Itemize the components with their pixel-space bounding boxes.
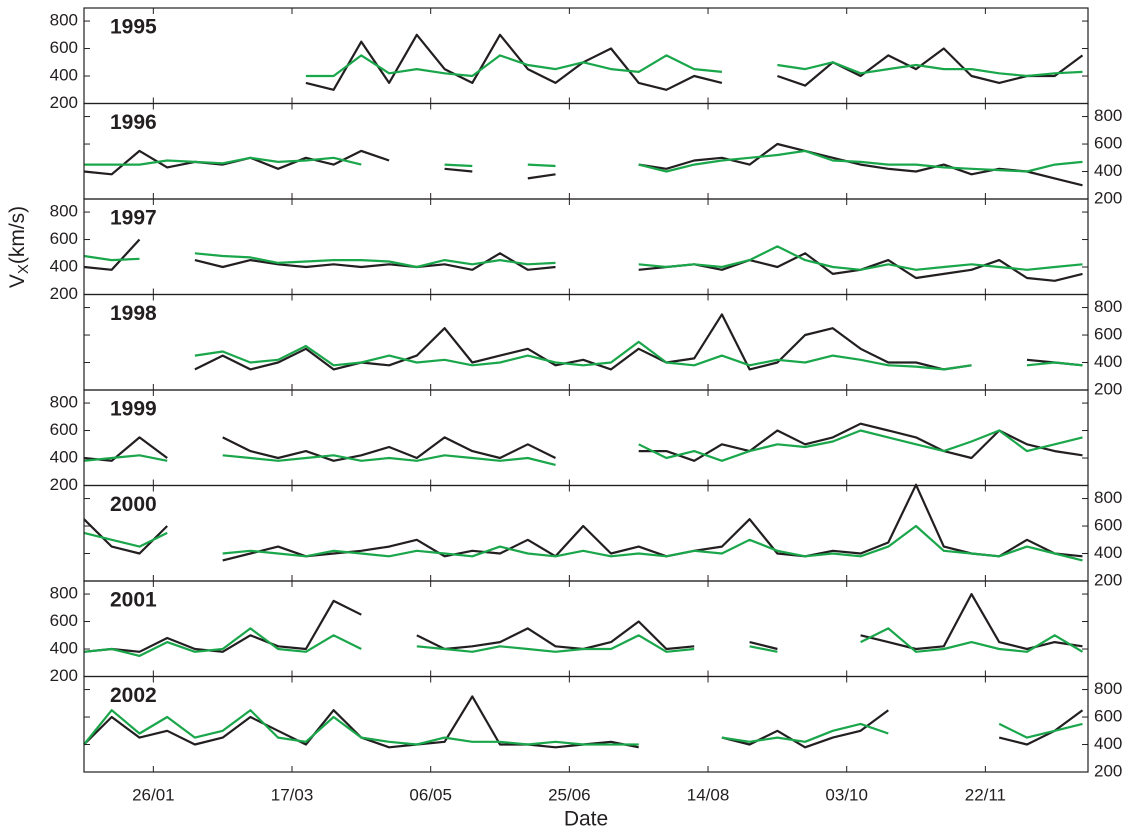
y-tick-label: 800 — [1094, 488, 1122, 507]
y-tick-label: 200 — [50, 475, 78, 494]
panel-title: 1998 — [110, 302, 157, 325]
data-line — [194, 340, 1083, 371]
data-line — [83, 709, 1083, 746]
x-tick-label: 26/01 — [132, 785, 175, 804]
data-line — [83, 593, 1083, 653]
data-line — [84, 149, 1083, 173]
y-tick-label: 800 — [50, 393, 78, 412]
y-tick-label: 600 — [1094, 516, 1122, 535]
y-tick-label: 400 — [1094, 734, 1122, 753]
y-tick-label: 800 — [50, 11, 78, 30]
x-tick-label: 22/11 — [965, 785, 1006, 804]
panel-title: 1996 — [110, 111, 157, 134]
y-axis-label-unit: (km/s) — [6, 206, 29, 264]
data-line — [83, 245, 1083, 271]
panel-title: 2001 — [110, 589, 157, 612]
y-tick-label: 800 — [1094, 106, 1122, 125]
y-tick-label: 400 — [50, 257, 78, 276]
y-tick-label: 800 — [1094, 679, 1122, 698]
y-tick-label: 200 — [1094, 379, 1122, 398]
y-axis-label-main: V — [6, 274, 29, 288]
y-tick-label: 600 — [50, 611, 78, 630]
y-tick-label: 600 — [50, 38, 78, 57]
panel-title: 2000 — [110, 493, 157, 516]
y-tick-label: 400 — [1094, 352, 1122, 371]
y-axis-label: VX(km/s) — [6, 206, 32, 288]
y-tick-label: 400 — [50, 66, 78, 85]
panel-title: 2002 — [110, 684, 157, 707]
panel-frame — [83, 293, 1089, 391]
y-tick-label: 600 — [50, 420, 78, 439]
y-tick-label: 400 — [1094, 161, 1122, 180]
x-tick-label: 03/10 — [825, 785, 868, 804]
y-tick-label: 800 — [50, 202, 78, 221]
data-line — [305, 33, 1084, 91]
x-tick-label: 06/05 — [409, 785, 452, 804]
y-tick-label: 200 — [1094, 761, 1122, 780]
panel-frame — [83, 580, 1089, 678]
y-axis-label-sub: X — [15, 264, 32, 274]
y-tick-label: 600 — [1094, 707, 1122, 726]
y-tick-label: 400 — [1094, 543, 1122, 562]
data-line — [305, 54, 1083, 78]
x-tick-label: 17/03 — [271, 785, 314, 804]
panel-frame — [83, 102, 1089, 200]
y-tick-label: 600 — [1094, 325, 1122, 344]
data-line — [83, 627, 1084, 657]
data-line — [83, 429, 1083, 466]
panel-frame — [83, 198, 1089, 296]
data-line — [83, 422, 1083, 462]
y-tick-label: 200 — [50, 666, 78, 685]
panel-title: 1999 — [110, 398, 157, 421]
y-tick-label: 400 — [50, 448, 78, 467]
data-line — [83, 524, 1083, 562]
panel-frame — [83, 675, 1089, 773]
data-line — [83, 483, 1083, 562]
panel-title: 1997 — [110, 207, 157, 230]
panel-frame — [83, 7, 1089, 105]
y-tick-label: 200 — [50, 93, 78, 112]
x-tick-label: 25/06 — [548, 785, 591, 804]
y-tick-label: 600 — [1094, 134, 1122, 153]
data-line — [83, 142, 1083, 187]
x-tick-label: 14/08 — [687, 785, 730, 804]
y-tick-label: 200 — [1094, 188, 1122, 207]
y-tick-label: 600 — [50, 229, 78, 248]
y-tick-label: 200 — [1094, 570, 1122, 589]
x-axis-label: Date — [564, 808, 608, 831]
data-line — [83, 238, 1083, 282]
panel-title: 1995 — [110, 16, 157, 39]
y-tick-label: 200 — [50, 284, 78, 303]
y-tick-label: 800 — [1094, 297, 1122, 316]
panel-frame — [83, 389, 1089, 487]
y-tick-label: 400 — [50, 639, 78, 658]
y-tick-label: 800 — [50, 584, 78, 603]
